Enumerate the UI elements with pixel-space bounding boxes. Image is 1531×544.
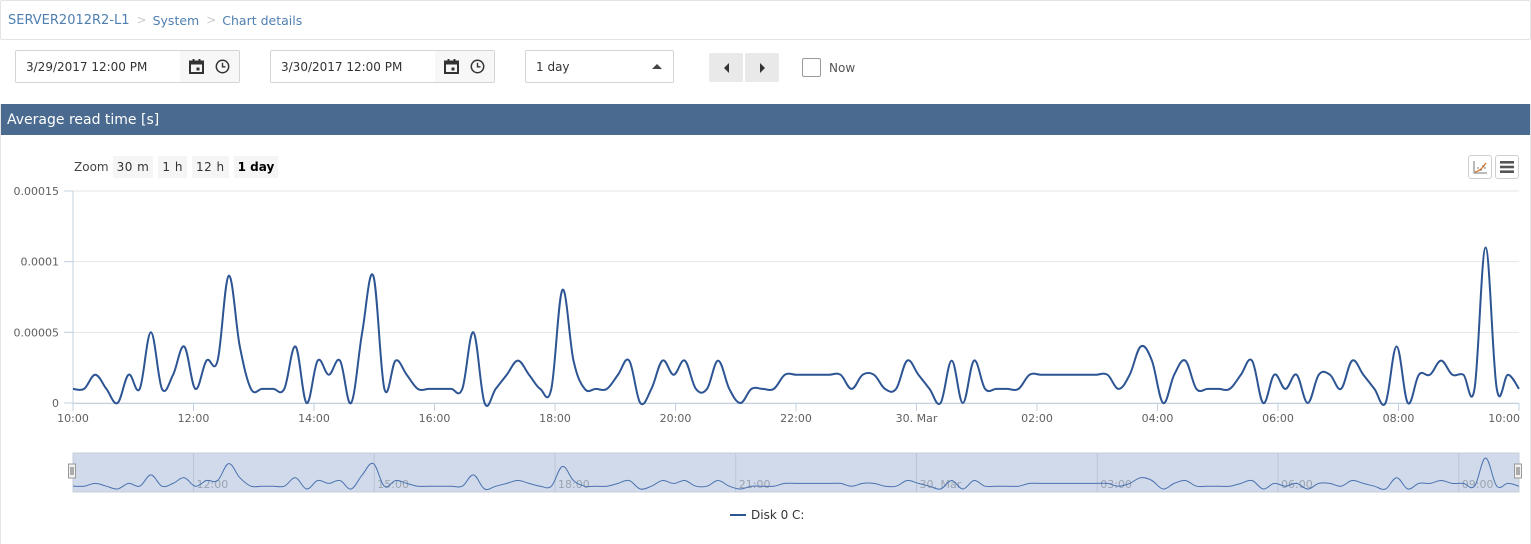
y-axis: 0 0.00005 0.0001 0.00015 [14,185,74,410]
zoom-12h-button[interactable]: 12 h [191,156,229,178]
legend-label: Disk 0 C: [751,508,805,522]
breadcrumb-server[interactable]: SERVER2012R2-L1 [8,12,130,28]
chart-grid [73,190,1519,404]
now-label: Now [829,60,856,75]
clock-icon[interactable] [213,58,231,76]
caret-right-icon [759,62,765,73]
chart-title: Average read time [s] [7,111,160,128]
series-line-disk0 [72,246,1520,407]
x-axis: 10:00 12:00 14:00 16:00 18:00 20:00 22:00 30. M… [57,403,1520,425]
previous-range-button[interactable] [709,53,743,82]
date-range-controls: 3/29/2017 12:00 PM 3/30/2017 12:00 PM 1 … [0,48,1531,84]
navigator-tick-label: 21:00 [739,478,771,491]
navigator-tick-label: 09:00 [1462,478,1494,491]
navigator-right-handle[interactable] [1514,463,1522,479]
x-tick-label: 02:00 [1021,412,1053,425]
y-tick-label: 0.0001 [21,256,60,269]
chart-panel-header: Average read time [s] [1,104,1530,135]
x-tick-label: 04:00 [1142,412,1174,425]
menu-icon [1500,161,1514,173]
chevron-right-icon: > [136,13,147,27]
x-tick-label: 06:00 [1262,412,1294,425]
navigator-tick-label: 15:00 [377,478,409,491]
navigator-tick-label: 12:00 [197,478,229,491]
zoom-1day-button[interactable]: 1 day [233,156,279,178]
x-tick-label: 12:00 [178,412,210,425]
legend-item-disk0[interactable]: Disk 0 C: [730,508,804,522]
x-tick-label: 20:00 [660,412,692,425]
trendline-button[interactable] [1468,155,1492,179]
now-toggle[interactable]: Now [802,58,855,77]
breadcrumb: SERVER2012R2-L1 > System > Chart details [0,0,1531,40]
navigator-tick-label: 30. Mar [920,478,962,491]
zoom-label: Zoom [74,160,109,174]
trendline-icon [1473,161,1487,174]
navigator-left-handle[interactable] [68,463,76,479]
x-tick-label: 30. Mar [896,412,938,425]
y-tick-label: 0 [52,397,59,410]
to-date-field[interactable]: 3/30/2017 12:00 PM [270,50,495,83]
x-tick-label: 16:00 [419,412,451,425]
chart-menu-button[interactable] [1495,155,1519,179]
zoom-30m-button[interactable]: 30 m [112,156,154,178]
range-select[interactable]: 1 day [525,50,674,83]
range-select-value: 1 day [536,59,570,74]
navigator[interactable]: 12:00 15:00 18:00 21:00 30. Mar 03:00 06:00 09:… [68,452,1522,493]
x-tick-label: 08:00 [1383,412,1415,425]
breadcrumb-system[interactable]: System [152,12,200,28]
y-tick-label: 0.00005 [14,326,60,339]
x-tick-label: 10:00 [1488,412,1520,425]
breadcrumb-chart-details: Chart details [222,12,303,28]
navigator-tick-label: 03:00 [1100,478,1132,491]
caret-up-icon [652,64,662,69]
now-checkbox[interactable] [802,58,821,77]
clock-icon[interactable] [468,58,486,76]
from-date-field[interactable]: 3/29/2017 12:00 PM [15,50,240,83]
zoom-selector: Zoom 30 m 1 h 12 h 1 day [74,156,283,178]
line-chart[interactable]: 0 0.00005 0.0001 0.00015 10:00 12:00 14:00 16:… [0,104,1531,504]
x-tick-label: 22:00 [780,412,812,425]
x-tick-label: 14:00 [298,412,330,425]
navigator-tick-label: 18:00 [558,478,590,491]
chevron-right-icon: > [206,13,217,27]
zoom-1h-button[interactable]: 1 h [158,156,187,178]
chart-panel: Average read time [s] Zoom 30 m 1 h 12 h… [0,104,1531,544]
from-date-value[interactable]: 3/29/2017 12:00 PM [26,59,148,74]
y-tick-label: 0.00015 [14,185,60,198]
next-range-button[interactable] [745,53,779,82]
x-tick-label: 18:00 [539,412,571,425]
caret-left-icon [723,62,729,73]
to-date-value[interactable]: 3/30/2017 12:00 PM [281,59,403,74]
calendar-icon[interactable] [443,58,461,76]
calendar-icon[interactable] [188,58,206,76]
legend-swatch [730,514,746,516]
x-tick-label: 10:00 [57,412,89,425]
